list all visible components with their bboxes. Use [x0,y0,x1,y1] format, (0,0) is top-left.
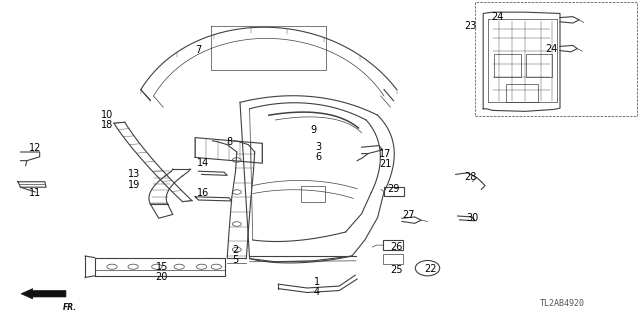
Text: 23: 23 [464,21,477,31]
Bar [301,186,325,202]
Bar [526,54,552,77]
Text: 1: 1 [314,277,320,287]
Text: 22: 22 [424,264,436,275]
Text: 25: 25 [390,265,403,276]
Text: 17: 17 [379,148,392,159]
Text: 8: 8 [226,137,232,148]
Bar [383,254,403,264]
Text: 4: 4 [314,287,320,298]
Text: 18: 18 [101,120,114,131]
Text: 16: 16 [197,188,210,198]
Text: FR.: FR. [63,303,77,312]
Text: 24: 24 [492,12,504,22]
Text: 3: 3 [316,142,322,152]
Bar [494,54,521,77]
Bar [475,2,637,116]
Text: 12: 12 [29,143,42,153]
Text: 21: 21 [379,159,392,169]
Text: 19: 19 [128,180,141,190]
Text: 26: 26 [390,242,403,252]
Text: 11: 11 [29,188,42,198]
Text: 29: 29 [387,184,400,195]
Text: 28: 28 [464,172,477,182]
Text: 6: 6 [316,152,322,163]
Text: 30: 30 [466,213,479,223]
Text: TL2AB4920: TL2AB4920 [540,299,584,308]
Bar [383,240,403,250]
FancyArrow shape [21,289,66,299]
Text: 13: 13 [128,169,141,180]
Text: 24: 24 [545,44,558,54]
Text: 14: 14 [197,158,210,168]
Text: 9: 9 [310,124,317,135]
Text: 5: 5 [232,255,239,266]
Bar [384,187,404,196]
Text: 27: 27 [402,210,415,220]
Text: 15: 15 [156,262,168,272]
Text: 10: 10 [101,110,114,120]
Text: 20: 20 [156,272,168,283]
Text: 2: 2 [232,245,239,255]
Bar [506,84,538,102]
Text: 7: 7 [195,44,202,55]
